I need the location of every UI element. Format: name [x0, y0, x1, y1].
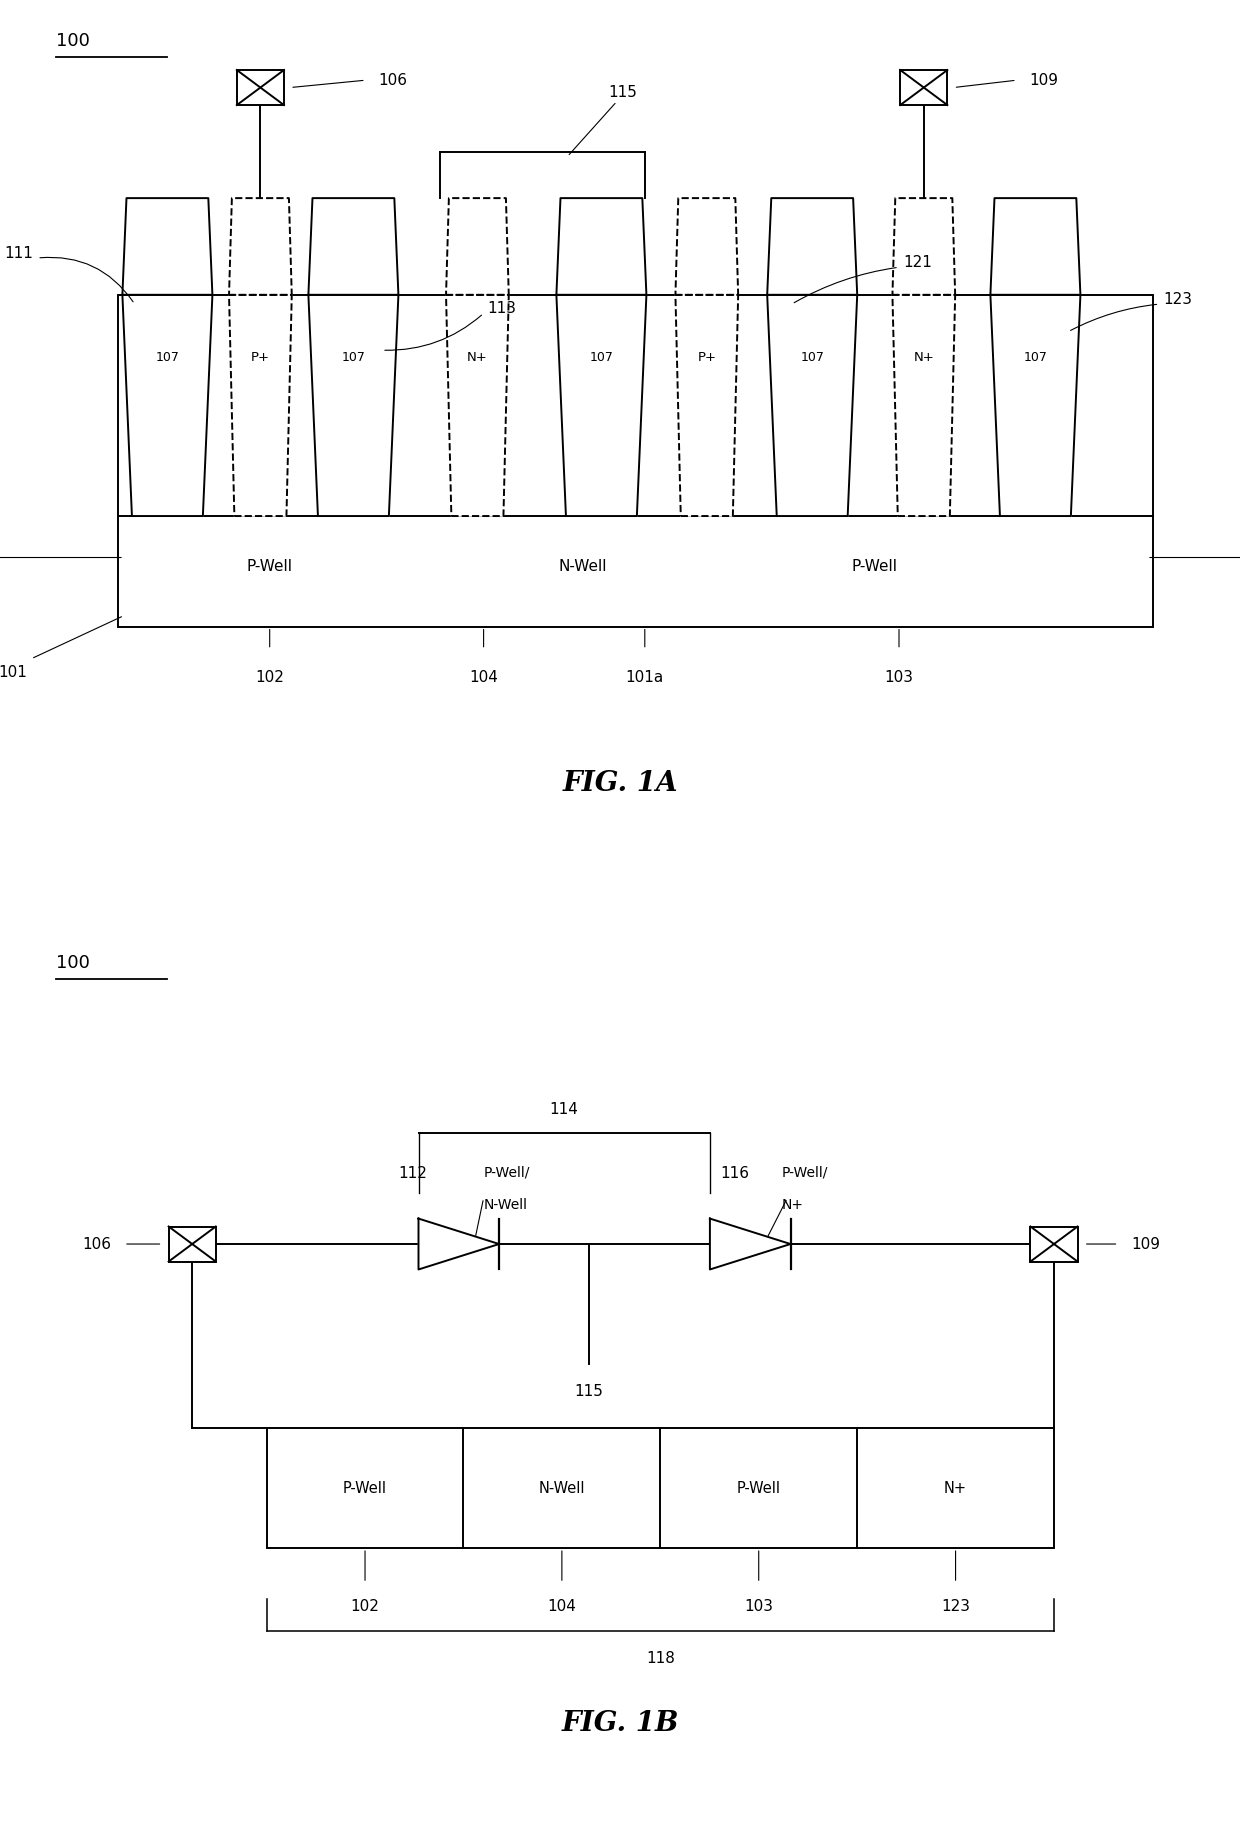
Polygon shape: [893, 295, 955, 516]
Text: 112: 112: [398, 1165, 427, 1181]
Text: 107: 107: [1023, 350, 1048, 363]
Polygon shape: [991, 295, 1080, 516]
Text: 107: 107: [800, 350, 825, 363]
Polygon shape: [557, 197, 646, 295]
Text: 114: 114: [549, 1102, 579, 1117]
Text: 101: 101: [0, 665, 27, 680]
Text: 102: 102: [351, 1598, 379, 1614]
Text: FIG. 1A: FIG. 1A: [562, 770, 678, 796]
Text: 100: 100: [56, 33, 89, 50]
Polygon shape: [123, 197, 212, 295]
Text: 104: 104: [469, 669, 498, 686]
Text: N+: N+: [944, 1480, 967, 1497]
Text: 116: 116: [719, 1165, 749, 1181]
Text: 123: 123: [941, 1598, 970, 1614]
Text: 123: 123: [1163, 291, 1193, 308]
Text: P+: P+: [250, 350, 270, 363]
Text: 109: 109: [1029, 72, 1058, 88]
Text: 113: 113: [487, 300, 517, 317]
Text: N-Well: N-Well: [484, 1198, 527, 1213]
Text: P-Well: P-Well: [343, 1480, 387, 1497]
Polygon shape: [169, 1227, 216, 1261]
Polygon shape: [900, 70, 947, 105]
Polygon shape: [768, 295, 857, 516]
Text: 107: 107: [155, 350, 180, 363]
Text: 103: 103: [744, 1598, 774, 1614]
Text: 107: 107: [589, 350, 614, 363]
Polygon shape: [123, 295, 212, 516]
Text: P-Well/: P-Well/: [781, 1165, 827, 1180]
Polygon shape: [309, 295, 398, 516]
Text: 109: 109: [1131, 1237, 1159, 1251]
Text: P-Well/: P-Well/: [484, 1165, 529, 1180]
Text: 111: 111: [4, 245, 33, 262]
Text: 106: 106: [83, 1237, 112, 1251]
Polygon shape: [557, 295, 646, 516]
Text: N-Well: N-Well: [558, 558, 608, 575]
Text: FIG. 1B: FIG. 1B: [562, 1710, 678, 1736]
Polygon shape: [1030, 1227, 1078, 1261]
Text: N+: N+: [914, 350, 934, 363]
Text: N-Well: N-Well: [538, 1480, 585, 1497]
Polygon shape: [419, 1218, 498, 1270]
Text: N+: N+: [467, 350, 487, 363]
Text: N+: N+: [781, 1198, 804, 1213]
Text: 118: 118: [646, 1651, 675, 1666]
Bar: [267, 1428, 1054, 1548]
Text: 115: 115: [609, 85, 637, 100]
Bar: [118, 295, 1153, 627]
Text: P-Well: P-Well: [851, 558, 898, 575]
Text: P-Well: P-Well: [737, 1480, 781, 1497]
Polygon shape: [676, 197, 738, 295]
Polygon shape: [229, 295, 291, 516]
Polygon shape: [309, 197, 398, 295]
Polygon shape: [991, 197, 1080, 295]
Polygon shape: [768, 197, 857, 295]
Polygon shape: [237, 70, 284, 105]
Text: 115: 115: [574, 1384, 604, 1399]
Polygon shape: [229, 197, 291, 295]
Text: 100: 100: [56, 955, 89, 971]
Text: P+: P+: [697, 350, 717, 363]
Text: 101a: 101a: [626, 669, 663, 686]
Text: 106: 106: [378, 72, 407, 88]
Polygon shape: [893, 197, 955, 295]
Text: 107: 107: [341, 350, 366, 363]
Polygon shape: [446, 197, 508, 295]
Text: 103: 103: [884, 669, 914, 686]
Text: 104: 104: [547, 1598, 577, 1614]
Text: 121: 121: [903, 254, 932, 271]
Polygon shape: [676, 295, 738, 516]
Polygon shape: [446, 295, 508, 516]
Text: P-Well: P-Well: [247, 558, 293, 575]
Text: 102: 102: [255, 669, 284, 686]
Polygon shape: [709, 1218, 791, 1270]
